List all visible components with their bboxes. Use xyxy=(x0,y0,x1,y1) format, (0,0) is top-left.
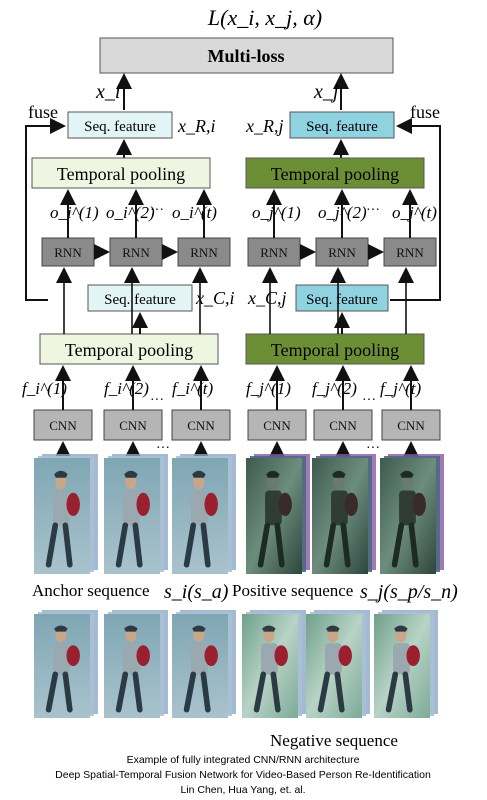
anchor-cnn-feature-3: f_i^(t) xyxy=(172,379,214,398)
svg-text:Seq. feature: Seq. feature xyxy=(104,292,176,308)
svg-text:RNN: RNN xyxy=(260,245,288,260)
positive-ellipsis-cnn: ··· xyxy=(362,393,376,408)
multi-loss-label: Multi-loss xyxy=(207,46,284,66)
positive-rnn-output-1: o_j^(1) xyxy=(252,203,301,222)
svg-text:RNN: RNN xyxy=(122,245,150,260)
anchor-cnn-block-2: CNN xyxy=(104,410,162,440)
svg-text:Seq. feature: Seq. feature xyxy=(84,119,156,135)
svg-text:CNN: CNN xyxy=(329,418,357,433)
anchor-frame-3 xyxy=(172,454,236,574)
fuse-label-left: fuse xyxy=(28,102,58,122)
multi-loss-box: Multi-loss xyxy=(100,38,393,73)
positive-rnn-block-1: RNN xyxy=(248,238,300,266)
svg-text:Temporal pooling: Temporal pooling xyxy=(57,164,185,184)
positive-cnn-feature-2: f_j^(2) xyxy=(312,379,357,398)
positive-rnn-block-2: RNN xyxy=(316,238,368,266)
anchor-temporal-pooling-upper: Temporal pooling xyxy=(32,158,210,188)
svg-text:RNN: RNN xyxy=(190,245,218,260)
positive-temporal-pooling-upper: Temporal pooling xyxy=(246,158,424,188)
anchor-ellipsis-cnn: ··· xyxy=(150,393,164,408)
svg-text:Temporal pooling: Temporal pooling xyxy=(271,340,399,360)
caption-line-1: Example of fully integrated CNN/RNN arch… xyxy=(127,754,360,766)
positive-ellipsis-frames: ··· xyxy=(366,441,380,456)
svg-text:RNN: RNN xyxy=(54,245,82,260)
positive-top-output: x_j xyxy=(313,81,339,103)
svg-text:Seq. feature: Seq. feature xyxy=(306,119,378,135)
anchor-cnn-block-3: CNN xyxy=(172,410,230,440)
anchor-rnn-output-1: o_i^(1) xyxy=(50,203,99,222)
positive-frame-3 xyxy=(380,454,444,574)
svg-text:CNN: CNN xyxy=(119,418,147,433)
caption-line-3: Lin Chen, Hua Yang, et. al. xyxy=(180,784,305,796)
anchor-rnn-block-3: RNN xyxy=(178,238,230,266)
negative-frame-2 xyxy=(306,610,370,718)
anchor-seq-top-label: x_R,i xyxy=(177,116,216,136)
svg-text:RNN: RNN xyxy=(328,245,356,260)
positive-cnn-block-3: CNN xyxy=(382,410,440,440)
positive-sequence-symbol: s_j(s_p/s_n) xyxy=(360,581,458,603)
positive-rnn-output-3: o_j^(t) xyxy=(392,203,437,222)
anchor-cnn-feature-2: f_i^(2) xyxy=(104,379,149,398)
positive-seq-top-label: x_R,j xyxy=(245,116,284,136)
anchor-seq-mid-label: x_C,i xyxy=(195,288,235,308)
svg-text:CNN: CNN xyxy=(49,418,77,433)
anchor-frame-lower-3 xyxy=(172,610,236,718)
positive-ellipsis-rnn: ··· xyxy=(366,203,380,218)
negative-frame-1 xyxy=(242,610,306,718)
positive-cnn-feature-1: f_j^(1) xyxy=(246,379,291,398)
caption-line-2: Deep Spatial-Temporal Fusion Network for… xyxy=(55,769,431,781)
svg-text:CNN: CNN xyxy=(187,418,215,433)
anchor-seq-feature-mid: Seq. feature xyxy=(88,285,192,311)
svg-text:CNN: CNN xyxy=(263,418,291,433)
svg-text:CNN: CNN xyxy=(397,418,425,433)
positive-seq-mid-label: x_C,j xyxy=(247,288,287,308)
anchor-frame-lower-1 xyxy=(34,610,98,718)
svg-text:Temporal pooling: Temporal pooling xyxy=(65,340,193,360)
positive-seq-feature-mid: Seq. feature xyxy=(296,285,388,311)
fuse-label-right: fuse xyxy=(410,102,440,122)
positive-rnn-block-3: RNN xyxy=(384,238,436,266)
anchor-rnn-output-2: o_i^(2) xyxy=(106,203,155,222)
positive-sequence-label: Positive sequence xyxy=(232,581,353,600)
negative-frame-3 xyxy=(374,610,438,718)
positive-cnn-block-2: CNN xyxy=(314,410,372,440)
loss-formula: L(x_i, x_j, α) xyxy=(207,5,322,30)
anchor-frame-1 xyxy=(34,454,98,574)
anchor-sequence-symbol: s_i(s_a) xyxy=(164,581,229,603)
anchor-rnn-block-2: RNN xyxy=(110,238,162,266)
anchor-ellipsis-rnn: ··· xyxy=(150,203,164,218)
positive-seq-feature-top: Seq. feature xyxy=(290,112,394,138)
svg-text:Temporal pooling: Temporal pooling xyxy=(271,164,399,184)
anchor-ellipsis-frames: ··· xyxy=(156,441,170,456)
anchor-sequence-label: Anchor sequence xyxy=(32,581,150,600)
negative-sequence-label: Negative sequence xyxy=(270,731,398,750)
positive-cnn-feature-3: f_j^(t) xyxy=(380,379,422,398)
anchor-frame-2 xyxy=(104,454,168,574)
anchor-top-output: x_i xyxy=(95,81,120,103)
anchor-temporal-pooling-lower: Temporal pooling xyxy=(40,334,218,364)
anchor-rnn-output-3: o_i^(t) xyxy=(172,203,217,222)
positive-temporal-pooling-lower: Temporal pooling xyxy=(246,334,424,364)
anchor-cnn-block-1: CNN xyxy=(34,410,92,440)
svg-text:RNN: RNN xyxy=(396,245,424,260)
positive-frame-1 xyxy=(246,454,310,574)
anchor-frame-lower-2 xyxy=(104,610,168,718)
anchor-rnn-block-1: RNN xyxy=(42,238,94,266)
svg-text:Seq. feature: Seq. feature xyxy=(306,292,378,308)
positive-frame-2 xyxy=(312,454,376,574)
anchor-seq-feature-top: Seq. feature xyxy=(68,112,172,138)
anchor-cnn-feature-1: f_i^(1) xyxy=(22,379,67,398)
positive-cnn-block-1: CNN xyxy=(248,410,306,440)
